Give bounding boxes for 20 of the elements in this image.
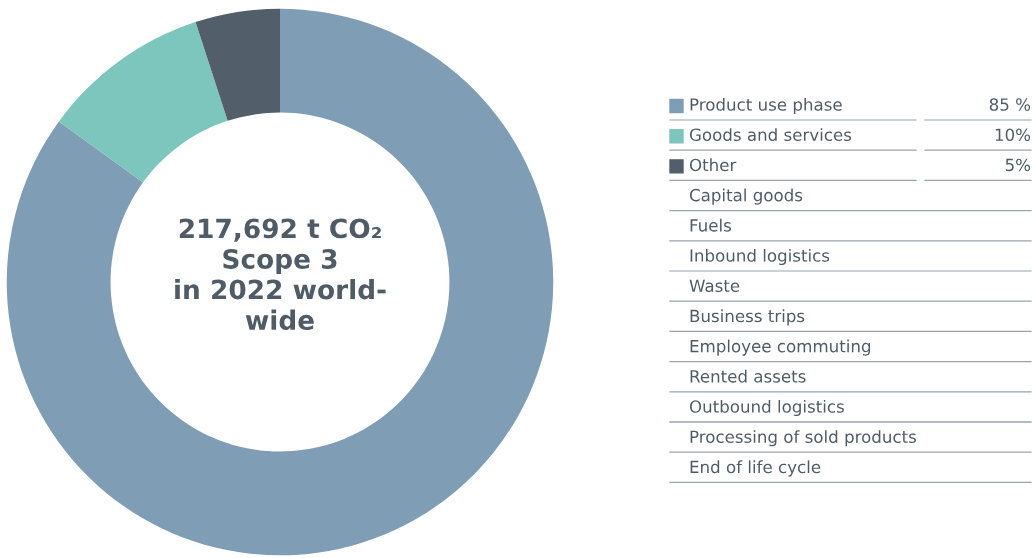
data-label: 85 % [989, 98, 1031, 111]
donut-slice [6, 8, 554, 556]
text: Fuels [690, 218, 731, 232]
data-label: 10% [995, 128, 1031, 142]
text: 217,692 t CO₂ Scope 3 in 2022 world- wide [175, 218, 386, 331]
text: Outbound logistics [689, 399, 844, 417]
legend-label: Goods and services [689, 128, 852, 142]
text: Business trips [690, 309, 805, 326]
donut-slice [58, 22, 228, 183]
text: End of life cycle [690, 460, 821, 477]
text: Inbound logistics [690, 248, 830, 266]
data-label: 5% [1005, 158, 1031, 172]
text: Rented assets [690, 369, 806, 383]
text: Processing of sold products [690, 430, 916, 447]
text: Waste [689, 279, 740, 293]
text: Capital goods [689, 188, 803, 205]
legend-label: Product use phase [690, 97, 842, 115]
text: Employee commuting [690, 339, 871, 356]
donut-slice [195, 8, 280, 121]
legend-label: Other [689, 158, 737, 172]
